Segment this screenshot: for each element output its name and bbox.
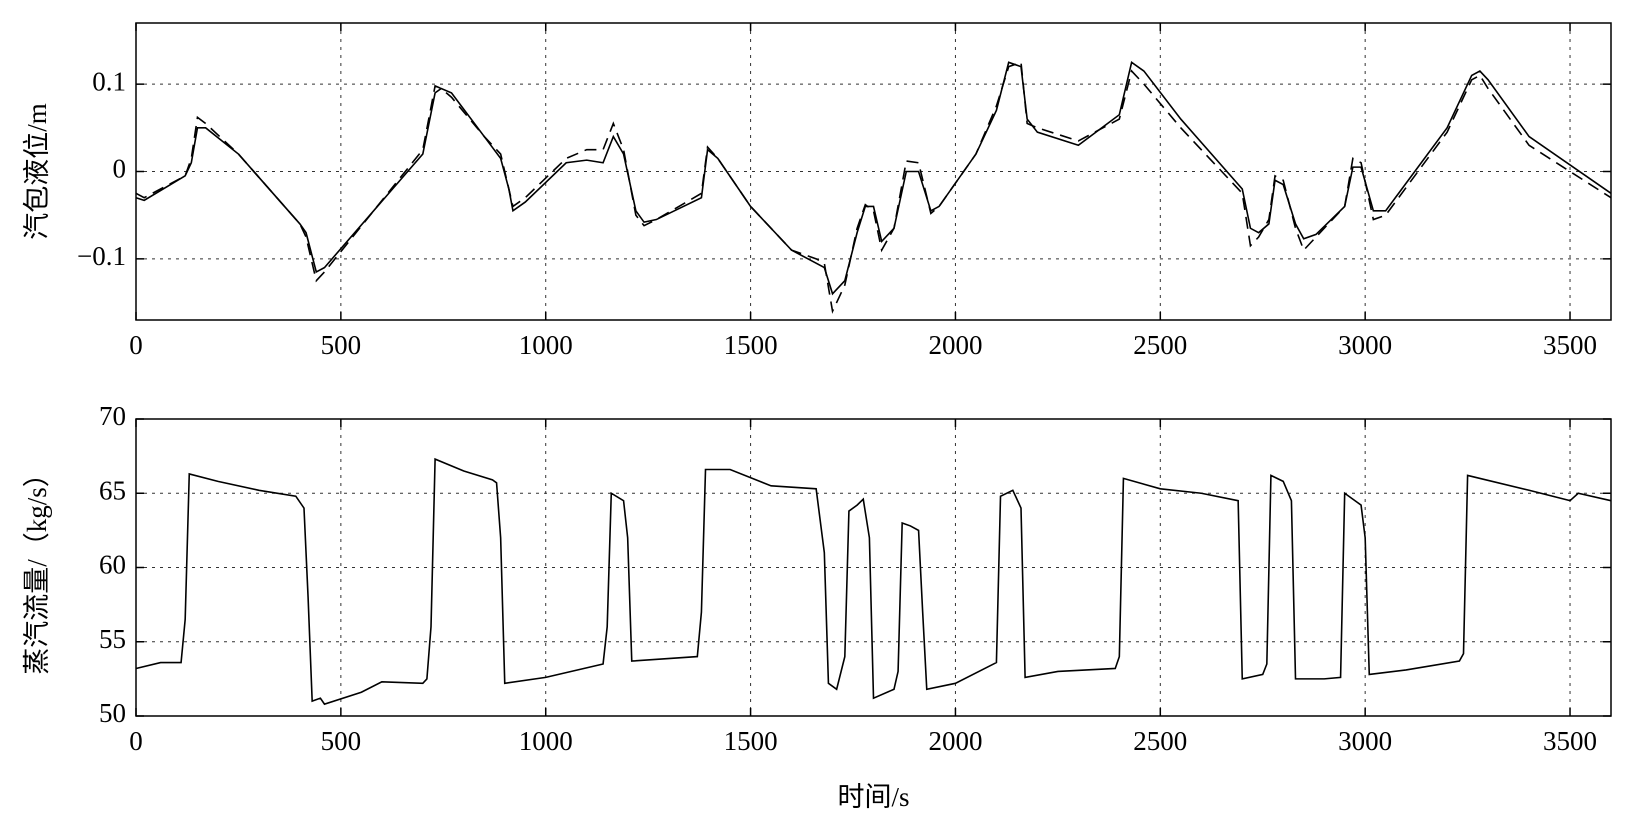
x-tick-label: 3500	[1543, 726, 1597, 756]
y-tick-label: 60	[99, 550, 126, 580]
x-tick-label: 2000	[928, 726, 982, 756]
y-tick-label: 70	[99, 401, 126, 431]
x-tick-label: 3000	[1338, 726, 1392, 756]
data-line	[135, 61, 1612, 314]
x-tick-label: 0	[129, 330, 143, 360]
y-axis-label: 蒸汽流量/（kg/s）	[22, 460, 52, 675]
x-tick-label: 2000	[928, 330, 982, 360]
x-tick-label: 1500	[724, 726, 778, 756]
y-tick-label: 50	[99, 698, 126, 728]
x-tick-label: 0	[129, 726, 143, 756]
plot-frame	[135, 418, 1612, 717]
y-tick-label: 55	[99, 624, 126, 654]
y-tick-label: 0	[113, 154, 127, 184]
x-axis-label: 时间/s	[837, 782, 909, 812]
y-tick-label: 0.1	[92, 66, 126, 96]
y-tick-label: −0.1	[77, 241, 126, 271]
x-tick-label: 1000	[519, 330, 573, 360]
plot-frame	[135, 22, 1612, 321]
x-tick-label: 1500	[724, 330, 778, 360]
x-tick-label: 500	[321, 330, 362, 360]
y-tick-label: 65	[99, 475, 126, 505]
y-axis-label: 汽包液位/m	[22, 103, 52, 240]
x-tick-label: 2500	[1133, 726, 1187, 756]
x-tick-label: 3500	[1543, 330, 1597, 360]
x-tick-label: 1000	[519, 726, 573, 756]
x-tick-label: 500	[321, 726, 362, 756]
x-tick-label: 3000	[1338, 330, 1392, 360]
data-line	[135, 457, 1612, 706]
x-tick-label: 2500	[1133, 330, 1187, 360]
